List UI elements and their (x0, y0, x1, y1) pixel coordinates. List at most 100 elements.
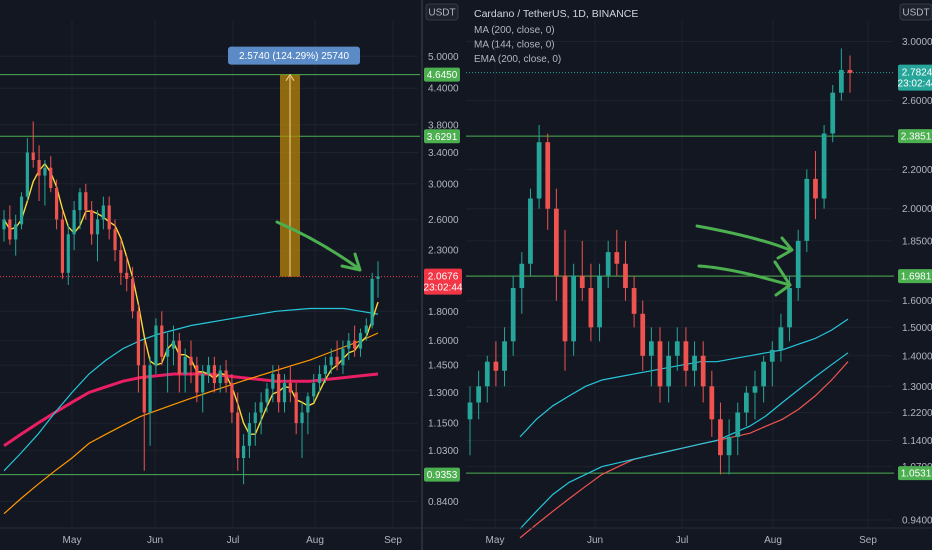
candle-body (553, 208, 559, 276)
candle-body (259, 402, 263, 413)
y-tick-label: 2.6000 (902, 96, 932, 107)
candle-body (31, 152, 35, 160)
candle-body (528, 198, 533, 264)
y-tick-label: 5.0000 (428, 52, 459, 63)
candle-body (709, 386, 715, 420)
y-tick-label: 1.2200 (902, 408, 932, 419)
x-tick-label: May (63, 535, 82, 546)
candle-body (72, 210, 76, 235)
candle-body (253, 412, 257, 424)
level-tag (424, 129, 460, 144)
measure-label-box (228, 46, 360, 65)
y-tick-label: 1.8500 (902, 236, 932, 247)
candle-body (8, 219, 12, 240)
candle-body (212, 365, 216, 384)
x-tick-label: Jul (676, 535, 689, 546)
y-tick-label: 0.9400 (902, 516, 932, 527)
level-tag (898, 269, 932, 284)
candle-body (370, 278, 374, 326)
arrow-annotation (776, 236, 794, 260)
arrow-annotation (340, 252, 362, 272)
candle-body (787, 288, 792, 328)
legend-entry: MA (144, close, 0) (474, 40, 555, 51)
candle-body (657, 341, 663, 387)
price-tag (898, 64, 932, 91)
candle-body (341, 348, 345, 366)
candle-body (306, 396, 310, 413)
candle-body (778, 327, 784, 350)
arrow-annotation (773, 260, 792, 297)
candle-body (358, 332, 363, 349)
ma-line (519, 352, 849, 530)
candle-body (623, 263, 628, 289)
x-tick-label: Jun (147, 535, 163, 546)
candle-body (300, 412, 304, 424)
candle-body (101, 205, 105, 220)
candle-body (597, 275, 602, 328)
candle-body (467, 402, 473, 420)
level-tag-label: 1.6981 (901, 272, 932, 283)
candle-body (726, 436, 732, 456)
candle-body (282, 383, 287, 403)
candle-body (795, 240, 801, 289)
candle-body (90, 210, 94, 235)
candle-body (195, 365, 199, 393)
candle-body (60, 219, 65, 273)
candle-body (579, 275, 585, 289)
measure-arrow-head (285, 73, 295, 81)
arrow-annotation (697, 264, 792, 287)
candle-body (2, 219, 6, 230)
y-tick-label: 2.0000 (902, 204, 932, 215)
y-tick-label: 2.3000 (428, 246, 459, 257)
y-tick-label: 1.6000 (902, 296, 932, 307)
candle-body (107, 205, 111, 230)
candle-body (588, 288, 594, 328)
legend-entry: EMA (200, close, 0) (474, 54, 561, 65)
x-tick-label: Sep (384, 535, 402, 546)
candle-body (493, 361, 499, 371)
candle-body (189, 356, 193, 366)
y-tick-label: 1.0300 (428, 446, 459, 457)
y-tick-label: 3.8000 (428, 120, 459, 131)
ma-line (3, 332, 379, 515)
y-tick-label: 1.3000 (428, 388, 459, 399)
candle-body (241, 445, 246, 458)
x-tick-label: May (486, 535, 505, 546)
y-tick-label: 1.8000 (428, 307, 459, 318)
candle-body (838, 69, 844, 93)
y-tick-label: 1.5000 (902, 323, 932, 334)
candle-body (113, 229, 117, 251)
candle-body (294, 392, 298, 424)
candle-body (317, 374, 322, 384)
price-tag-value: 2.7824 (902, 68, 932, 79)
level-tag-label: 1.0531 (901, 469, 932, 480)
candle-body (674, 341, 680, 356)
candle-body (510, 288, 516, 342)
candle-body (271, 374, 275, 389)
candle-body (323, 365, 328, 375)
candle-body (830, 92, 836, 134)
y-tick-label: 3.0000 (428, 179, 459, 190)
x-tick-label: Aug (306, 535, 324, 546)
level-tag (424, 67, 460, 82)
candle-body (347, 340, 351, 349)
y-tick-label: 4.4000 (428, 84, 459, 95)
candle-body (154, 325, 158, 366)
candle-body (136, 311, 141, 366)
candle-body (562, 275, 568, 342)
candle-body (265, 388, 269, 403)
candle-body (640, 313, 646, 356)
candle-body (166, 348, 170, 357)
candle-body (847, 69, 853, 73)
candle-body (142, 365, 146, 413)
ma-line (3, 307, 379, 472)
candle-body (312, 383, 316, 397)
price-tag-countdown: 23:02:44 (424, 283, 463, 294)
candle-body (78, 192, 82, 211)
candle-body (752, 386, 758, 393)
level-tag-label: 3.6291 (427, 132, 458, 143)
candle-body (66, 234, 70, 273)
arrow-annotation (695, 224, 792, 252)
price-tag-value: 2.0676 (428, 272, 459, 283)
